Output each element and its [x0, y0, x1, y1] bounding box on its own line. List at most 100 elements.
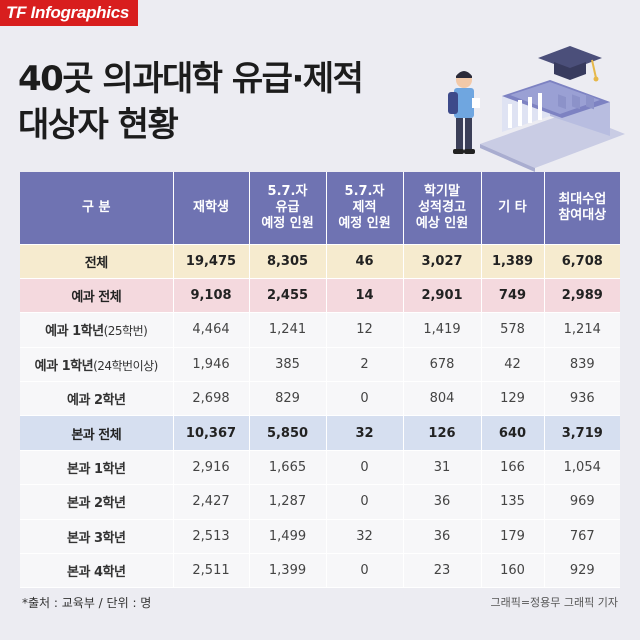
student-icon — [448, 71, 480, 154]
table-cell: 129 — [481, 381, 545, 417]
mortarboard-icon — [538, 46, 602, 82]
table-row: 본과 전체 10,367 5,850 32 126 640 3,719 — [20, 415, 620, 451]
table-cell: 4,464 — [173, 312, 250, 348]
table-cell: 1,946 — [173, 347, 250, 383]
table-cell: 10,367 — [173, 415, 250, 451]
row-label-sub: (24학번이상) — [93, 358, 158, 373]
table-cell: 2,427 — [173, 484, 250, 520]
table-cell: 126 — [403, 415, 482, 451]
table-cell: 749 — [481, 278, 545, 314]
table-cell: 2,989 — [544, 278, 620, 314]
table-cell: 0 — [326, 450, 404, 486]
table-cell: 929 — [544, 553, 620, 589]
row-label-text: 예과 2학년 — [67, 393, 126, 409]
table-cell: 936 — [544, 381, 620, 417]
table-cell: 19,475 — [173, 244, 250, 279]
table-cell: 1,665 — [249, 450, 327, 486]
row-label-text: 예과 1학년 — [34, 358, 94, 374]
table-cell: 135 — [481, 484, 545, 520]
table-row: 예과 전체 9,108 2,455 14 2,901 749 2,989 — [20, 278, 620, 314]
row-label-text: 본과 전체 — [71, 427, 122, 443]
page-title-line1: 40곳 의과대학 유급·제적 — [18, 59, 364, 99]
table-cell: 2 — [326, 347, 404, 383]
row-label-text: 본과 1학년 — [67, 462, 126, 478]
table-cell: 1,389 — [481, 244, 545, 279]
row-label-sub: (25학번) — [103, 324, 148, 339]
column-header-line: 5.7.자 — [344, 183, 385, 199]
table-cell: 2,513 — [173, 519, 250, 555]
row-label: 본과 4학년 — [20, 553, 174, 589]
row-label: 예과 2학년 — [20, 381, 174, 417]
table-cell: 1,054 — [544, 450, 620, 486]
brand-badge: TF Infographics — [0, 0, 138, 26]
page-title-line2: 대상자 현황 — [18, 105, 179, 145]
column-header-line: 참여대상 — [558, 207, 607, 223]
row-label-text: 본과 4학년 — [67, 565, 126, 581]
page-title: 40곳 의과대학 유급·제적 대상자 현황 — [18, 56, 458, 148]
table-row: 전체 19,475 8,305 46 3,027 1,389 6,708 — [20, 244, 620, 279]
table-cell: 6,708 — [544, 244, 620, 279]
column-header: 기 타 — [481, 172, 545, 245]
table-cell: 36 — [403, 519, 482, 555]
table-cell: 5,850 — [249, 415, 327, 451]
column-header-line: 예정 인원 — [338, 215, 391, 231]
table-cell: 31 — [403, 450, 482, 486]
table-cell: 1,241 — [249, 312, 327, 348]
row-label-text: 전체 — [84, 255, 108, 271]
table-cell: 767 — [544, 519, 620, 555]
table-cell: 640 — [481, 415, 545, 451]
column-header-line: 성적경고 — [418, 199, 466, 215]
table-cell: 46 — [326, 244, 404, 279]
table-row: 예과 2학년 2,698 829 0 804 129 936 — [20, 381, 620, 417]
row-label-text: 예과 전체 — [71, 290, 122, 306]
row-label: 예과 1학년(24학번이상) — [20, 347, 174, 383]
row-label: 본과 전체 — [20, 415, 174, 451]
data-table: 구 분 재학생 5.7.자 유급 예정 인원 5.7.자 제적 예정 인원 학기말 성적경고 예상 … — [20, 172, 620, 589]
table-cell: 1,287 — [249, 484, 327, 520]
table-cell: 14 — [326, 278, 404, 314]
column-header-line: 최대수업 — [558, 191, 607, 207]
table-cell: 1,214 — [544, 312, 620, 348]
column-header-line: 구 분 — [82, 199, 111, 215]
table-cell: 2,916 — [173, 450, 250, 486]
row-label-text: 본과 3학년 — [67, 530, 126, 546]
column-header: 최대수업 참여대상 — [544, 172, 620, 245]
row-label: 전체 — [20, 244, 174, 279]
column-header-line: 예상 인원 — [415, 215, 469, 231]
table-cell: 42 — [481, 347, 545, 383]
table-cell: 2,698 — [173, 381, 250, 417]
table-cell: 1,399 — [249, 553, 327, 589]
table-cell: 179 — [481, 519, 545, 555]
row-label: 본과 1학년 — [20, 450, 174, 486]
table-cell: 12 — [326, 312, 404, 348]
table-cell: 0 — [326, 484, 404, 520]
column-header: 학기말 성적경고 예상 인원 — [403, 172, 482, 245]
column-header-line: 재학생 — [193, 199, 229, 215]
table-cell: 32 — [326, 519, 404, 555]
row-label: 예과 1학년(25학번) — [20, 312, 174, 348]
column-header: 구 분 — [20, 172, 174, 245]
row-label: 본과 2학년 — [20, 484, 174, 520]
column-header: 5.7.자 제적 예정 인원 — [326, 172, 404, 245]
table-cell: 3,719 — [544, 415, 620, 451]
table-header-row: 구 분 재학생 5.7.자 유급 예정 인원 5.7.자 제적 예정 인원 학기말 성적경고 예상 … — [20, 172, 620, 245]
table-row: 본과 2학년 2,427 1,287 0 36 135 969 — [20, 484, 620, 520]
column-header-line: 예정 인원 — [261, 215, 314, 231]
row-label-text: 본과 2학년 — [67, 496, 126, 512]
row-label-text: 예과 1학년 — [45, 324, 104, 340]
row-label: 본과 3학년 — [20, 519, 174, 555]
table-cell: 839 — [544, 347, 620, 383]
table-cell: 385 — [249, 347, 327, 383]
table-row: 본과 3학년 2,513 1,499 32 36 179 767 — [20, 519, 620, 555]
table-cell: 0 — [326, 381, 404, 417]
university-building-icon — [480, 80, 625, 172]
column-header-line: 제적 — [352, 199, 377, 215]
table-cell: 1,499 — [249, 519, 327, 555]
table-cell: 969 — [544, 484, 620, 520]
table-cell: 8,305 — [249, 244, 327, 279]
table-cell: 2,455 — [249, 278, 327, 314]
row-label: 예과 전체 — [20, 278, 174, 314]
graphic-credit: 그래픽=정용무 그래픽 기자 — [490, 596, 618, 609]
table-cell: 2,511 — [173, 553, 250, 589]
column-header-line: 기 타 — [498, 199, 527, 215]
